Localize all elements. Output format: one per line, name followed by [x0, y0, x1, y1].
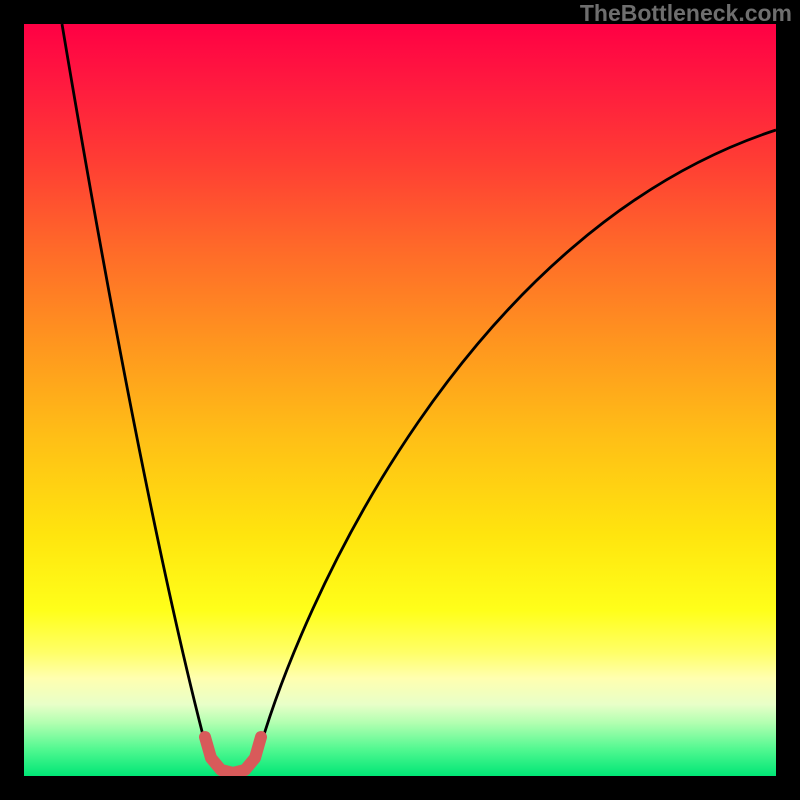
gradient-background	[24, 24, 776, 776]
bottleneck-chart	[0, 0, 800, 800]
watermark-text: TheBottleneck.com	[580, 0, 792, 27]
